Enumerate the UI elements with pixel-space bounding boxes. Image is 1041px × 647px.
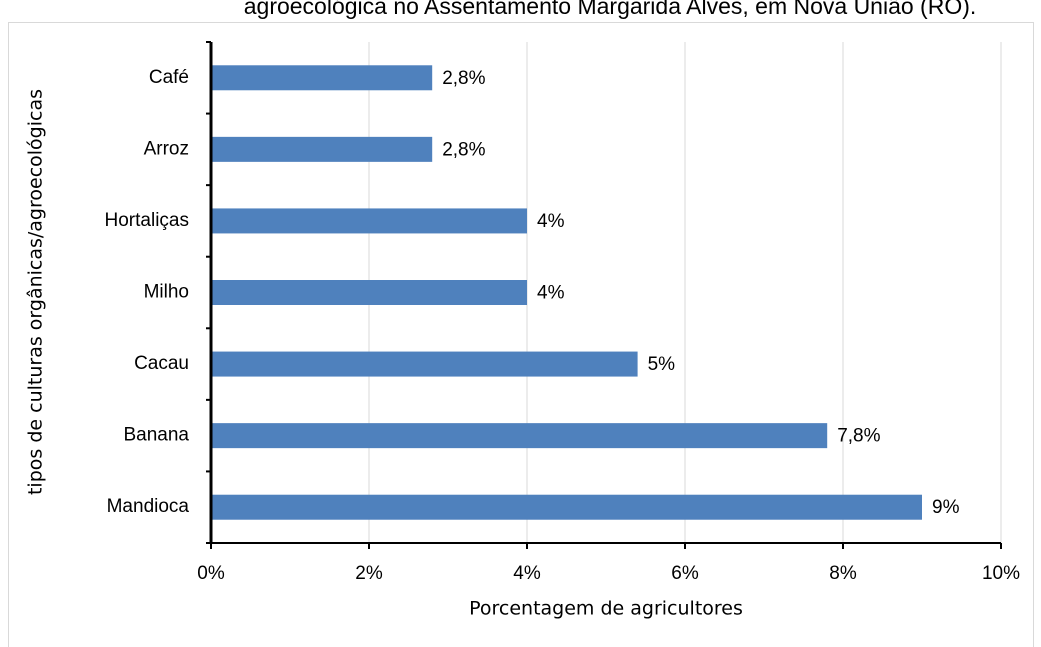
data-label: 7,8% (837, 426, 880, 447)
data-label: 9% (932, 497, 960, 518)
bar (211, 65, 433, 91)
x-axis-title: Porcentagem de agricultores (469, 598, 743, 620)
y-tick-label: Mandioca (107, 496, 190, 517)
chart-frame (8, 22, 1034, 647)
y-tick-label: Milho (144, 282, 189, 303)
bar (211, 208, 527, 234)
data-label: 2,8% (442, 68, 485, 89)
data-label: 4% (537, 283, 565, 304)
y-tick-label: Café (149, 67, 189, 88)
bar (211, 280, 527, 305)
x-tick-label: 8% (829, 563, 857, 584)
x-tick-label: 4% (513, 563, 541, 584)
y-tick-label: Cacau (134, 353, 189, 374)
bar (211, 494, 922, 520)
y-tick-label: Hortaliças (105, 210, 189, 231)
y-axis-title: tipos de culturas orgânicas/agroecológic… (25, 89, 47, 495)
chart-title: agroecológica no Assentamento Margarida … (244, 0, 977, 19)
data-label: 2,8% (442, 139, 485, 160)
x-tick-label: 2% (355, 563, 383, 584)
x-tick-label: 6% (671, 563, 699, 584)
x-tick-label: 0% (197, 563, 225, 584)
bar (211, 136, 433, 162)
y-tick-label: Banana (123, 425, 189, 446)
data-label: 5% (648, 354, 676, 375)
x-tick-label: 10% (982, 563, 1020, 584)
data-label: 4% (537, 211, 565, 232)
bar (211, 351, 638, 377)
y-tick-label: Arroz (144, 138, 189, 159)
bar (211, 423, 828, 449)
